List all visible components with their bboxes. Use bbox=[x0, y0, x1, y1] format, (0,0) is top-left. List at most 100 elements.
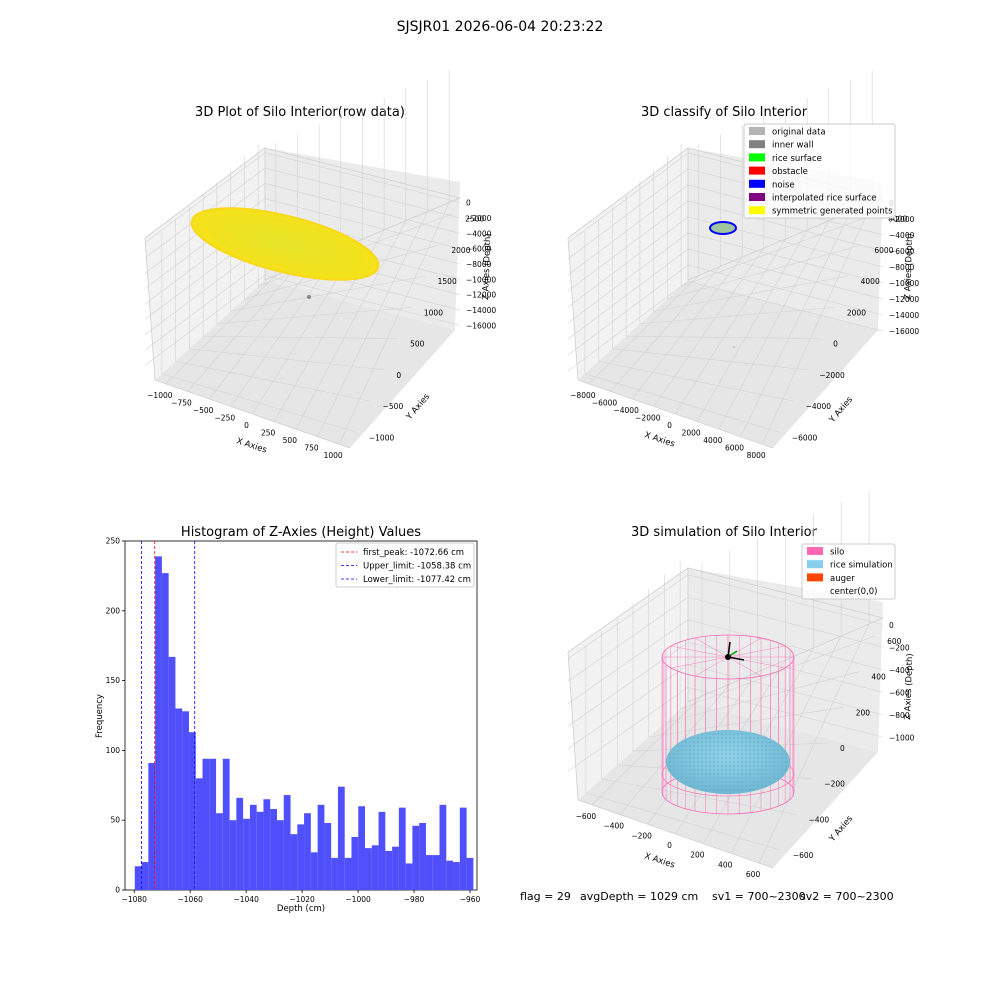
legend-entry: original data bbox=[772, 128, 826, 138]
z-tick-label: −8000 bbox=[466, 260, 492, 269]
z-tick-label: −12000 bbox=[466, 291, 496, 300]
x-tick-label: 1000 bbox=[324, 451, 343, 460]
y-tick-label: −600 bbox=[793, 851, 814, 860]
histogram-bar bbox=[365, 848, 372, 890]
z-axis-label: Z Axies (Depth) bbox=[903, 653, 915, 720]
legend-swatch bbox=[749, 140, 765, 149]
z-tick-label: −6000 bbox=[889, 247, 915, 256]
classified-ring bbox=[709, 221, 737, 235]
tick-labels: −1080 −1060 −1040 −1020 −1000 −980 −960 0 50 100 1… bbox=[106, 537, 481, 905]
histogram-bar bbox=[141, 862, 149, 890]
legend-box bbox=[335, 542, 475, 588]
histogram-bar bbox=[324, 822, 332, 890]
pane-left bbox=[568, 148, 688, 380]
x-tick-label: −1000 bbox=[345, 895, 371, 904]
legend-entry: noise bbox=[772, 180, 795, 190]
y-tick-label: 0 bbox=[396, 371, 401, 380]
x-tick-label: 0 bbox=[667, 421, 672, 430]
y-tick-label: −2000 bbox=[819, 371, 845, 380]
legend-swatch bbox=[749, 153, 765, 162]
legend-swatch bbox=[807, 547, 823, 555]
y-tick-label: 0 bbox=[115, 886, 120, 895]
histogram-bar bbox=[290, 834, 298, 890]
x-tick-label: 0 bbox=[244, 421, 249, 430]
y-tick-label: 0 bbox=[840, 744, 845, 753]
y-tick-label: 6000 bbox=[874, 246, 893, 255]
tick-labels: −600 −400 −200 0 200 400 600 −600 −400 −200 0 200 40… bbox=[576, 621, 915, 879]
z-tick-label: 0 bbox=[889, 621, 894, 630]
y-tick-label: 200 bbox=[106, 606, 121, 615]
y-axis-label: Frequency bbox=[95, 694, 105, 738]
x-tick-label: −750 bbox=[171, 398, 192, 407]
y-tick-label: −400 bbox=[809, 815, 830, 824]
y-tick-label: 0 bbox=[833, 340, 838, 349]
legend-entry: rice simulation bbox=[830, 561, 893, 571]
x-tick-label: 200 bbox=[690, 851, 705, 860]
legend-entry: center(0,0) bbox=[830, 587, 878, 597]
z-tick-label: −4000 bbox=[889, 231, 915, 240]
y-tick-label: 150 bbox=[106, 676, 121, 685]
x-tick-label: 8000 bbox=[747, 451, 766, 460]
histogram-bar bbox=[419, 822, 426, 890]
legend-entry: inner wall bbox=[772, 141, 813, 151]
histogram-bar bbox=[466, 857, 474, 890]
yellow-point-cloud bbox=[190, 207, 380, 281]
z-axis-label: Z Axies (Depth) bbox=[481, 233, 493, 300]
simulation-title: 3D simulation of Silo Interior bbox=[631, 525, 818, 540]
y-tick-label: −500 bbox=[383, 402, 404, 411]
x-tick-label: 4000 bbox=[703, 436, 722, 445]
y-tick-label: 1000 bbox=[424, 308, 443, 317]
outlier-point bbox=[733, 346, 735, 348]
histogram-bar bbox=[378, 811, 386, 890]
histogram-bar bbox=[195, 778, 203, 890]
legend-entry: Upper_limit: -1058.38 cm bbox=[363, 562, 471, 572]
histogram-bar bbox=[351, 836, 359, 890]
x-tick-label: −960 bbox=[460, 895, 481, 904]
legend: first_peak: -1072.66 cm Upper_limit: -105… bbox=[335, 542, 475, 588]
x-axis-label: X Axies bbox=[643, 430, 676, 449]
histogram-bar bbox=[425, 855, 433, 890]
histogram-bar bbox=[459, 807, 467, 890]
histogram-bar bbox=[446, 860, 454, 890]
histogram-bar bbox=[358, 806, 366, 890]
x-tick-label: 600 bbox=[746, 870, 761, 879]
x-tick-label: −8000 bbox=[570, 391, 596, 400]
x-tick-label: 750 bbox=[304, 444, 319, 453]
histogram-bar bbox=[283, 795, 291, 890]
histogram-bar bbox=[310, 852, 318, 890]
status-line: flag = 29 avgDepth = 1029 cm sv1 = 700~2… bbox=[520, 890, 894, 903]
x-tick-label: 6000 bbox=[725, 444, 744, 453]
z-tick-label: −10000 bbox=[889, 279, 919, 288]
y-axis-label: Y Axies bbox=[404, 392, 432, 423]
tick-labels: −8000−6000−4000−200002000400060008000−60… bbox=[570, 199, 919, 460]
histogram-bar bbox=[453, 862, 460, 890]
z-tick-label: −16000 bbox=[889, 327, 919, 336]
z-tick-label: −6000 bbox=[466, 245, 492, 254]
histogram-bar bbox=[216, 813, 223, 890]
y-axis-label: Y Axies bbox=[827, 814, 855, 845]
legend-entry: symmetric generated points bbox=[772, 207, 893, 217]
legend-entry: first_peak: -1072.66 cm bbox=[363, 548, 464, 558]
z-tick-label: −600 bbox=[889, 688, 910, 697]
y-tick-label: −4000 bbox=[806, 402, 832, 411]
histogram-bar bbox=[161, 573, 169, 890]
center-marker bbox=[725, 641, 745, 661]
legend-swatch bbox=[749, 206, 765, 215]
histogram-bar bbox=[236, 797, 244, 890]
y-tick-label: 600 bbox=[887, 637, 902, 646]
z-tick-label: −8000 bbox=[889, 263, 915, 272]
legend-swatch bbox=[749, 179, 765, 188]
panel-3d-raw-title: 3D Plot of Silo Interior(row data) bbox=[195, 105, 405, 120]
histogram-bar bbox=[182, 711, 189, 890]
histogram-bar bbox=[270, 809, 277, 890]
status-flag: flag = 29 bbox=[520, 890, 571, 903]
z-tick-label: −800 bbox=[889, 711, 910, 720]
y-tick-label: 200 bbox=[856, 708, 871, 717]
z-tick-label: −16000 bbox=[466, 321, 496, 330]
legend-swatch bbox=[807, 560, 823, 569]
x-tick-label: 0 bbox=[667, 841, 672, 850]
histogram-bar bbox=[412, 825, 420, 890]
x-tick-label: −6000 bbox=[592, 398, 618, 407]
x-tick-label: −1000 bbox=[147, 391, 173, 400]
y-tick-label: −200 bbox=[824, 780, 845, 789]
